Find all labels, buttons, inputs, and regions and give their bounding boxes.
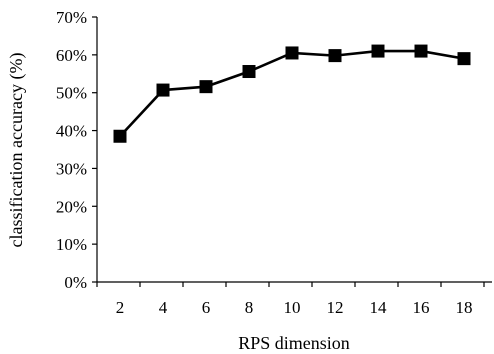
x-tick-label: 14 (370, 298, 388, 317)
x-tick-labels: 2 4 6 8 10 12 14 16 18 (116, 298, 473, 317)
y-tick-label: 30% (56, 159, 87, 178)
data-point-marker (156, 83, 170, 97)
x-tick-label: 8 (245, 298, 254, 317)
data-point-marker (285, 46, 299, 60)
y-tick-label: 40% (56, 122, 87, 141)
x-axis-title: RPS dimension (238, 333, 350, 353)
y-tick-label: 50% (56, 84, 87, 103)
data-point-marker (414, 44, 428, 58)
y-tick-label: 10% (56, 235, 87, 254)
data-point-marker (199, 80, 213, 94)
data-point-marker (242, 65, 256, 79)
y-axis-title: classification accuracy (%) (6, 53, 27, 248)
y-tick-label: 70% (56, 8, 87, 27)
data-point-marker (113, 129, 127, 143)
x-tick-label: 16 (413, 298, 430, 317)
data-point-marker (328, 49, 342, 63)
x-tick-label: 18 (456, 298, 473, 317)
markers (113, 44, 471, 143)
y-tick-label: 60% (56, 46, 87, 65)
x-tick-label: 12 (327, 298, 344, 317)
x-tick-label: 6 (202, 298, 211, 317)
tick-marks (92, 16, 485, 287)
y-tick-label: 0% (64, 273, 87, 292)
data-point-marker (457, 52, 471, 66)
y-tick-label: 20% (56, 197, 87, 216)
x-tick-label: 4 (159, 298, 168, 317)
y-tick-labels: 0% 10% 20% 30% 40% 50% 60% 70% (56, 8, 87, 292)
x-tick-label: 10 (284, 298, 301, 317)
data-point-marker (371, 44, 385, 58)
series-line (119, 49, 465, 138)
x-tick-label: 2 (116, 298, 125, 317)
